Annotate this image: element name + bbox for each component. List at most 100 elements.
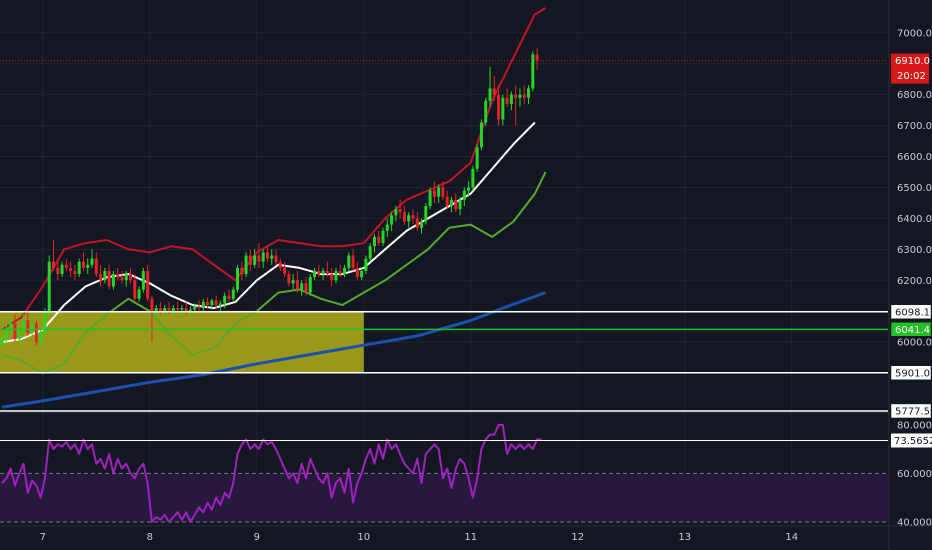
candle-up	[360, 267, 364, 281]
candle-up	[484, 97, 488, 126]
candle-down	[445, 190, 449, 210]
candle-body	[428, 190, 432, 206]
candle-body	[381, 230, 385, 244]
y-tick-label: 6000.0	[897, 338, 932, 349]
candle-up	[201, 298, 205, 312]
y-tick-label: 6300.0	[897, 245, 932, 256]
candle-down	[295, 270, 299, 293]
candle-body	[188, 309, 192, 312]
candle-up	[449, 196, 453, 213]
candle-up	[124, 270, 128, 287]
candle-up	[218, 300, 222, 313]
level-tag-bg	[890, 403, 932, 419]
level-tag: 6041.4	[890, 322, 932, 337]
candle-up	[253, 249, 257, 268]
candle-body	[210, 300, 214, 305]
candle-body	[475, 147, 479, 169]
candle-body	[99, 274, 103, 281]
candle-down	[227, 289, 231, 302]
y-tick-label: 6700.0	[897, 121, 932, 132]
yellow-zone	[0, 311, 364, 373]
candle-body	[231, 289, 235, 299]
candle-body	[295, 280, 299, 290]
candle-up	[291, 274, 295, 290]
candle-down	[13, 314, 17, 343]
candle-up	[60, 261, 64, 278]
candle-body	[372, 236, 376, 247]
y-tick-label: 6500.0	[897, 183, 932, 194]
candle-body	[531, 54, 535, 89]
rsi-layer	[0, 423, 888, 523]
candle-body	[116, 274, 120, 278]
candle-body	[394, 209, 398, 216]
candle-up	[458, 196, 462, 216]
candle-body	[77, 261, 81, 275]
candle-down	[248, 249, 252, 271]
candle-body	[146, 270, 150, 299]
candle-down	[133, 274, 137, 302]
candle-up	[475, 144, 479, 172]
candle-up	[420, 218, 424, 234]
candle-down	[206, 297, 210, 309]
candle-body	[377, 236, 381, 244]
candle-body	[343, 267, 347, 275]
candle-up	[4, 323, 8, 343]
candle-down	[214, 295, 218, 309]
candle-body	[150, 298, 154, 312]
candle-body	[278, 261, 282, 268]
y-tick-label: 7000.0	[897, 28, 932, 39]
candle-body	[509, 94, 513, 104]
candle-body	[535, 54, 539, 61]
candle-body	[287, 274, 291, 284]
candle-body	[467, 187, 471, 191]
candle-up	[43, 308, 47, 336]
candle-up	[390, 212, 394, 231]
candle-body	[522, 94, 526, 98]
candle-body	[420, 221, 424, 228]
candle-body	[411, 215, 415, 219]
candle-body	[527, 88, 531, 98]
candle-body	[360, 270, 364, 278]
candle-body	[484, 100, 488, 123]
candle-body	[355, 267, 359, 278]
candle-up	[471, 165, 475, 191]
candle-body	[492, 88, 496, 95]
candle-up	[321, 267, 325, 281]
level-tag-bg	[890, 322, 932, 337]
candle-down	[505, 88, 509, 107]
candle-down	[304, 277, 308, 296]
candle-down	[176, 301, 180, 313]
candle-up	[501, 94, 505, 126]
candle-up	[244, 252, 248, 278]
candle-body	[270, 255, 274, 259]
candle-body	[330, 274, 334, 281]
level-tag: 5901.0	[890, 365, 932, 381]
candle-body	[402, 212, 406, 222]
candle-body	[56, 267, 60, 275]
candle-body	[240, 267, 244, 275]
candle-body	[22, 320, 26, 330]
candle-body	[47, 261, 51, 312]
candle-body	[133, 280, 137, 299]
y-tick-label: 6200.0	[897, 276, 932, 287]
candle-body	[176, 308, 180, 310]
x-tick-label: 11	[464, 532, 477, 543]
x-tick-label: 7	[40, 532, 46, 543]
rsi-current-tag: 73.5652	[891, 433, 932, 448]
candle-body	[488, 88, 492, 101]
candle-down	[240, 261, 244, 281]
x-tick-label: 12	[571, 532, 584, 543]
candle-body	[291, 280, 295, 284]
candle-body	[385, 224, 389, 231]
candle-body	[321, 270, 325, 275]
candle-layer	[0, 48, 539, 349]
candle-body	[90, 258, 94, 265]
candle-body	[103, 270, 107, 281]
level-tag-bg	[890, 365, 932, 381]
candle-body	[274, 255, 278, 262]
candle-down	[73, 264, 77, 281]
candle-down	[129, 267, 133, 284]
candle-body	[167, 308, 171, 313]
candle-up	[385, 218, 389, 237]
